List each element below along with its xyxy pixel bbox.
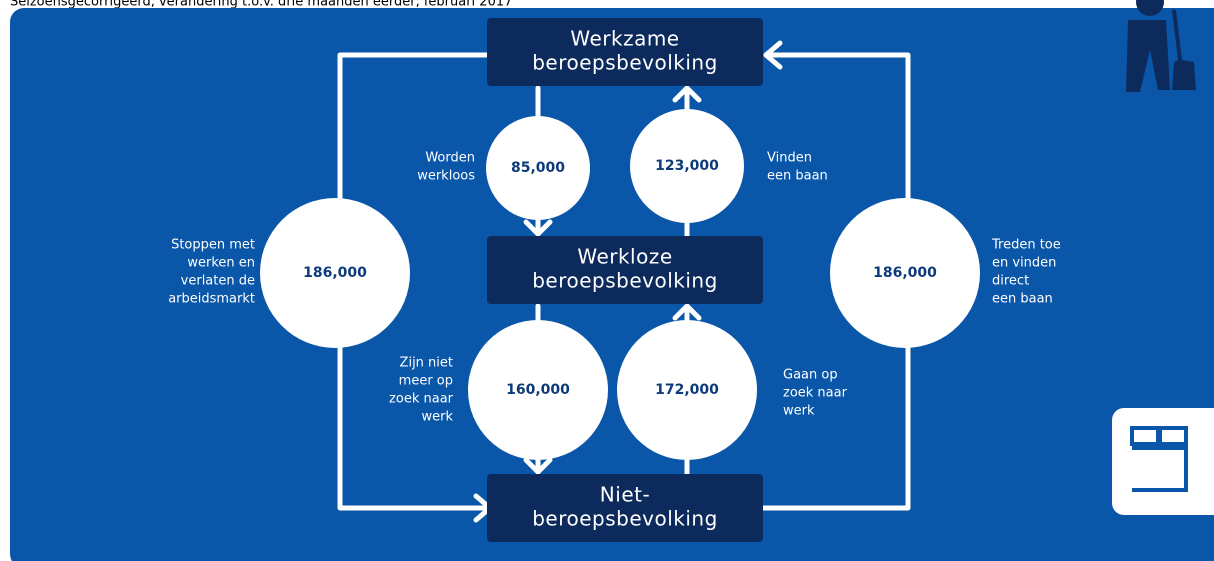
flow-label: Vinden <box>767 151 812 166</box>
box-label: beroepsbevolking <box>532 51 718 75</box>
logo <box>1112 408 1214 515</box>
flow-label: werkloos <box>417 169 475 184</box>
flow-value: 85,000 <box>511 160 565 176</box>
flow-value: 160,000 <box>506 382 570 398</box>
flow-label: en vinden <box>992 256 1056 271</box>
box-label: beroepsbevolking <box>532 507 718 531</box>
flow-label: Gaan op <box>783 368 838 383</box>
flow-value: 172,000 <box>655 382 719 398</box>
flow-label: werk <box>783 404 815 419</box>
flow-label: een baan <box>767 169 828 184</box>
flow-label: zoek naar <box>783 386 848 401</box>
flow-value: 123,000 <box>655 158 719 174</box>
diagram: Seizoensgecorrigeerd, verandering t.o.v.… <box>0 0 1214 561</box>
flow-label: zoek naar <box>389 392 454 407</box>
box-label: Werkloze <box>577 245 672 269</box>
flow-label: Worden <box>425 151 475 166</box>
flow-label: Stoppen met <box>171 238 255 253</box>
flow-label: direct <box>992 274 1029 289</box>
box-label: Niet- <box>600 483 650 507</box>
flow-label: werken en <box>187 256 255 271</box>
flow-value: 186,000 <box>303 265 367 281</box>
flow-label: werk <box>421 410 453 425</box>
box-label: beroepsbevolking <box>532 269 718 293</box>
flow-label: een baan <box>992 292 1053 307</box>
flow-label: verlaten de <box>181 274 255 289</box>
flow-label: Zijn niet <box>400 356 453 371</box>
flow-label: arbeidsmarkt <box>168 292 255 307</box>
flow-label: Treden toe <box>991 238 1061 253</box>
flow-value: 186,000 <box>873 265 937 281</box>
box-label: Werkzame <box>570 27 679 51</box>
flow-label: meer op <box>399 374 453 389</box>
